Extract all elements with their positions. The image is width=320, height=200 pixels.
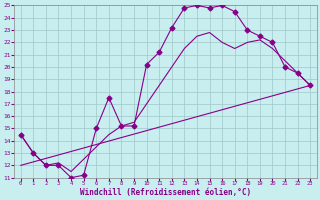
X-axis label: Windchill (Refroidissement éolien,°C): Windchill (Refroidissement éolien,°C) — [80, 188, 251, 197]
